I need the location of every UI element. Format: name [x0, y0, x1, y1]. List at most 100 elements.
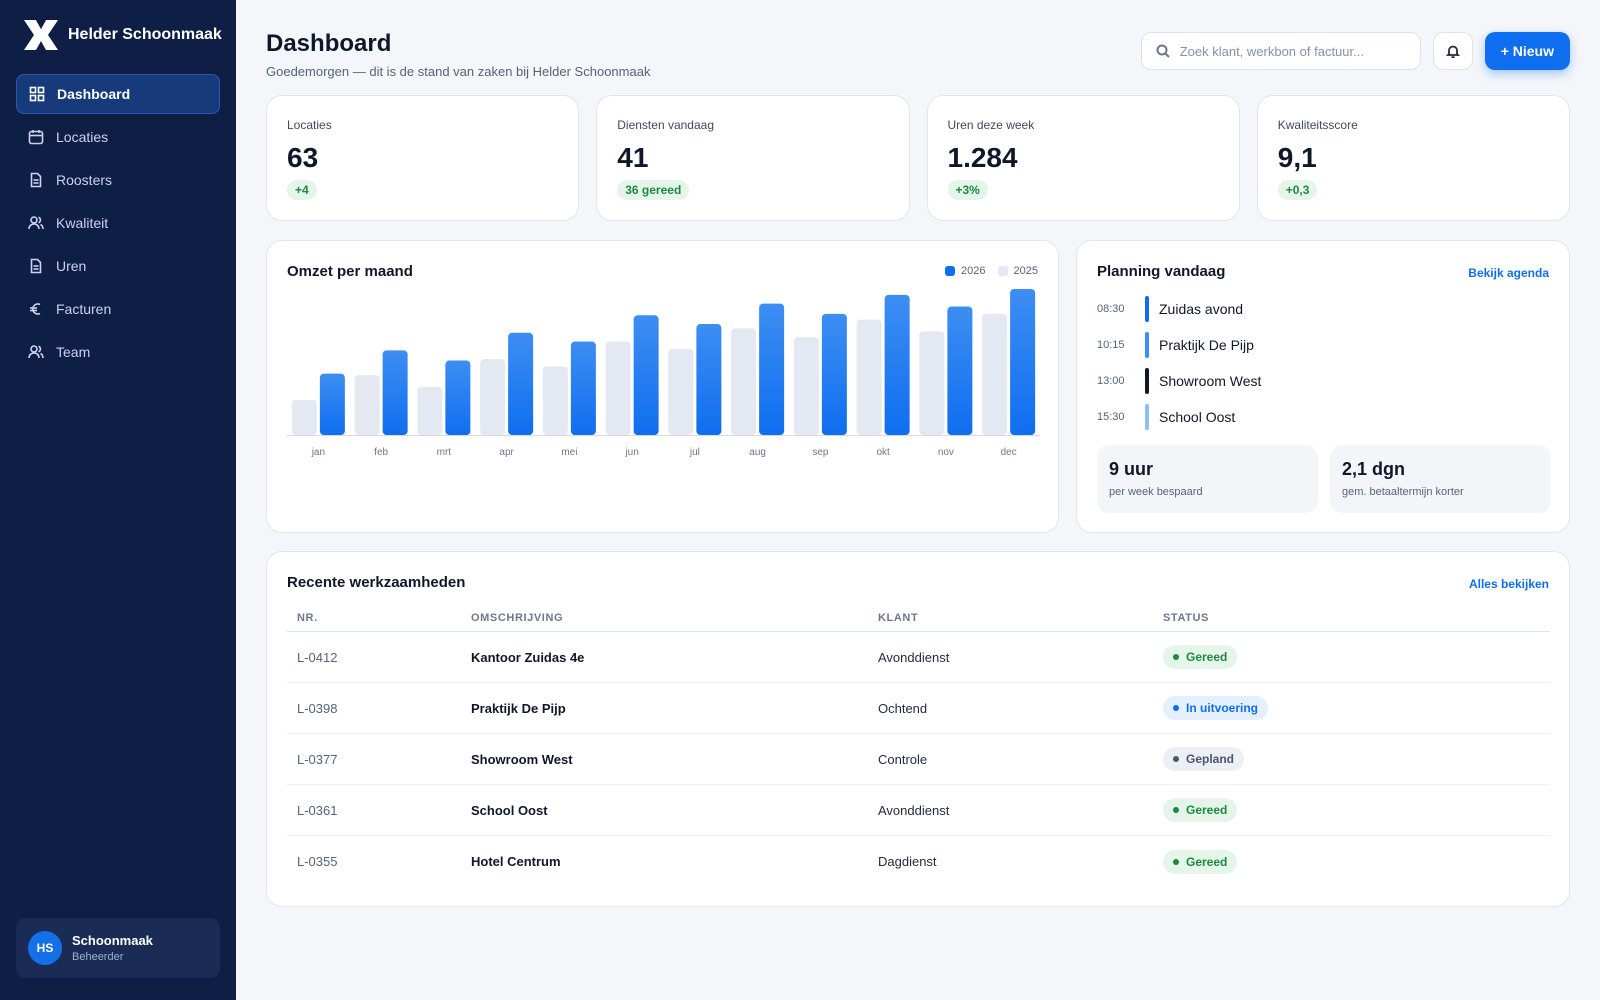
cell-description: Kantoor Zuidas 4e: [471, 649, 585, 665]
bar-2025-jun[interactable]: [605, 341, 631, 435]
status-badge: Gepland: [1163, 747, 1245, 771]
brand-logo: [24, 20, 58, 50]
table-row[interactable]: L-0412 Kantoor Zuidas 4e Avonddienst Ger…: [287, 632, 1550, 683]
x-tick-label: apr: [499, 447, 514, 458]
planning-color-bar: [1145, 404, 1149, 430]
bar-2025-mei[interactable]: [542, 366, 568, 435]
calendar-icon: [28, 129, 44, 145]
cell-description: School Oost: [471, 802, 548, 818]
bar-2025-jul[interactable]: [668, 348, 694, 435]
bar-2026-mrt[interactable]: [445, 360, 471, 435]
bar-2025-okt[interactable]: [856, 319, 882, 435]
new-button[interactable]: + Nieuw: [1484, 32, 1570, 70]
sidebar-item-facturen[interactable]: Facturen: [16, 289, 220, 329]
planning-time: 13:00: [1097, 375, 1125, 387]
planning-item[interactable]: 08:30 Zuidas avond: [1097, 291, 1551, 327]
bar-2026-feb[interactable]: [382, 350, 408, 435]
planning-title: Planning vandaag: [1097, 263, 1226, 280]
search-input[interactable]: [1179, 43, 1400, 59]
planning-item[interactable]: 15:30 School Oost: [1097, 399, 1551, 435]
bar-2026-apr[interactable]: [508, 332, 534, 435]
planning-time: 15:30: [1097, 411, 1125, 423]
x-tick-label: aug: [749, 447, 766, 458]
column-header-omschrijving[interactable]: OMSCHRIJVING: [471, 611, 564, 624]
notifications-button[interactable]: [1432, 32, 1473, 70]
status-badge: Gereed: [1163, 645, 1238, 669]
planning-stats: 9 uur per week bespaard 2,1 dgn gem. bet…: [1097, 445, 1551, 513]
table-row[interactable]: L-0377 Showroom West Controle Gepland: [287, 734, 1550, 785]
search-box[interactable]: [1140, 32, 1421, 70]
bar-2026-sep[interactable]: [821, 313, 847, 435]
recent-work-card: Recente werkzaamheden Alles bekijken NR.…: [266, 551, 1570, 907]
bar-2025-aug[interactable]: [731, 328, 757, 435]
sidebar-item-team[interactable]: Team: [16, 332, 220, 372]
stat-box-payment-term: 2,1 dgn gem. betaaltermijn korter: [1330, 445, 1551, 513]
kpi-badge: +0,3: [1277, 180, 1318, 200]
bar-2026-jul[interactable]: [696, 324, 722, 435]
bar-2025-mrt[interactable]: [417, 386, 443, 435]
column-header-klant[interactable]: KLANT: [878, 611, 919, 624]
x-tick-label: sep: [812, 447, 829, 458]
table-row[interactable]: L-0361 School Oost Avonddienst Gereed: [287, 785, 1550, 836]
sidebar-item-label: Locaties: [56, 129, 109, 145]
brand[interactable]: Helder Schoonmaak: [24, 20, 222, 50]
kpi-card-kwaliteit[interactable]: Kwaliteitsscore 9,1 +0,3: [1256, 95, 1570, 221]
bar-2025-apr[interactable]: [480, 359, 506, 435]
x-tick-label: feb: [374, 447, 388, 458]
kpi-card-diensten[interactable]: Diensten vandaag 41 36 gereed: [596, 95, 910, 221]
bar-2026-okt[interactable]: [884, 294, 910, 435]
planning-time: 10:15: [1097, 339, 1125, 351]
view-all-link[interactable]: Alles bekijken: [1468, 577, 1549, 591]
cell-nr: L-0398: [297, 700, 338, 716]
kpi-card-locaties[interactable]: Locaties 63 +4: [266, 95, 580, 221]
sidebar-item-kwaliteit[interactable]: Kwaliteit: [16, 203, 220, 243]
recent-work-table: NR. OMSCHRIJVING KLANT STATUS L-0412 Kan…: [287, 604, 1550, 887]
sidebar: Helder Schoonmaak Dashboard Locaties Roo…: [0, 0, 236, 1000]
bar-2025-jan[interactable]: [291, 399, 317, 435]
x-tick-label: nov: [938, 447, 954, 458]
search-icon: [1156, 44, 1170, 58]
legend-label: 2026: [961, 265, 986, 277]
user-card[interactable]: HS Schoonmaak Beheerder: [16, 918, 220, 978]
bar-2026-nov[interactable]: [947, 306, 973, 435]
bar-2025-feb[interactable]: [354, 375, 380, 435]
cell-nr: L-0355: [297, 854, 338, 869]
column-header-nr[interactable]: NR.: [297, 611, 318, 624]
bar-2025-dec[interactable]: [982, 313, 1008, 435]
cell-nr: L-0361: [297, 802, 338, 818]
bar-2026-mei[interactable]: [570, 341, 596, 435]
kpi-label: Uren deze week: [947, 118, 1035, 132]
bar-2025-sep[interactable]: [793, 337, 819, 435]
planning-item[interactable]: 10:15 Praktijk De Pijp: [1097, 327, 1551, 363]
sidebar-item-dashboard[interactable]: Dashboard: [16, 74, 220, 114]
planning-card: Planning vandaag Bekijk agenda 08:30 Zui…: [1076, 240, 1570, 533]
planning-item[interactable]: 13:00 Showroom West: [1097, 363, 1551, 399]
cell-client: Controle: [878, 751, 928, 767]
table-row[interactable]: L-0355 Hotel Centrum Dagdienst Gereed: [287, 836, 1550, 887]
users-icon: [28, 215, 44, 231]
page-header: Dashboard Goedemorgen — dit is de stand …: [266, 30, 1570, 80]
x-tick-label: dec: [1001, 447, 1017, 458]
table-row[interactable]: L-0398 Praktijk De Pijp Ochtend In uitvo…: [287, 683, 1550, 734]
column-header-status[interactable]: STATUS: [1163, 611, 1209, 624]
document-icon: [28, 258, 44, 274]
x-tick-label: jan: [311, 447, 325, 458]
planning-color-bar: [1145, 332, 1149, 358]
cell-nr: L-0377: [297, 751, 338, 767]
stat-label: gem. betaaltermijn korter: [1342, 486, 1464, 498]
status-label: Gereed: [1186, 854, 1228, 869]
sidebar-item-uren[interactable]: Uren: [16, 246, 220, 286]
sidebar-item-roosters[interactable]: Roosters: [16, 160, 220, 200]
bar-2026-aug[interactable]: [759, 303, 785, 435]
cell-description: Praktijk De Pijp: [471, 700, 566, 716]
cell-client: Avonddienst: [878, 802, 950, 818]
status-badge: Gereed: [1163, 798, 1238, 822]
bar-2025-nov[interactable]: [919, 331, 945, 435]
kpi-card-uren[interactable]: Uren deze week 1.284 +3%: [926, 95, 1240, 221]
bar-2026-dec[interactable]: [1010, 289, 1036, 435]
view-agenda-link[interactable]: Bekijk agenda: [1468, 266, 1549, 280]
sidebar-item-locaties[interactable]: Locaties: [16, 117, 220, 157]
bar-2026-jun[interactable]: [633, 315, 659, 435]
bar-2026-jan[interactable]: [319, 373, 345, 435]
legend-swatch: [997, 266, 1008, 276]
